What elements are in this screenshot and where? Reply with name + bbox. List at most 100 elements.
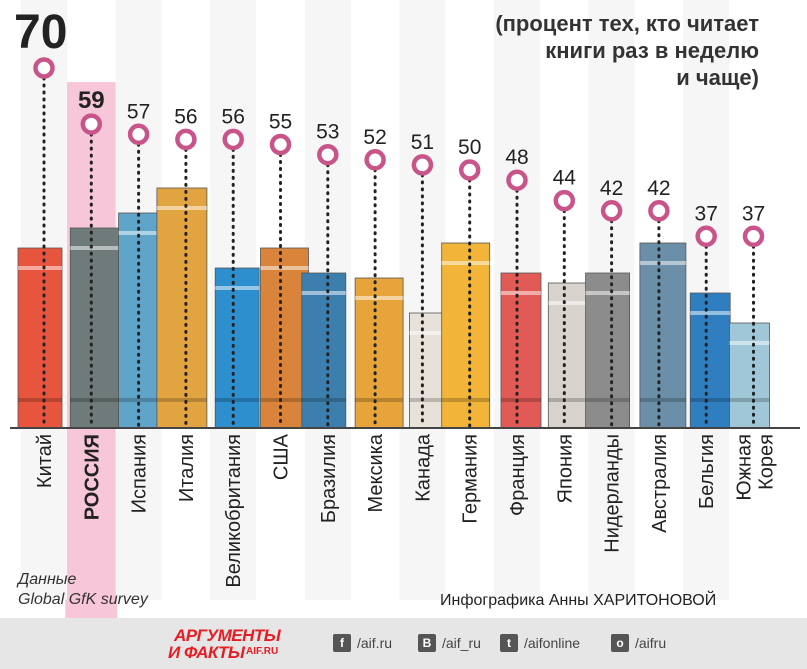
book-band [729,398,770,402]
value-marker [648,200,670,222]
category-label: Канада [412,433,434,502]
value-marker [411,154,434,176]
category-label: Бразилия [318,434,340,523]
value-label: 56 [174,105,197,128]
odnoklassniki-icon: o [611,634,629,652]
category-label: Южная [734,434,756,501]
book-band [260,398,309,402]
value-marker [364,149,386,171]
book-spine [585,272,630,429]
value-marker [33,57,55,79]
category-label: Италия [176,434,198,502]
book-band [548,398,589,402]
logo-site-text: AIF.RU [246,646,279,657]
book-spine [639,242,687,429]
book-band [156,206,207,210]
book-chart: 59 57 56 56 55 53 52 51 50 48 44 42 42 37 37 70 Китай РОС… [10,6,800,618]
value-marker [506,169,528,191]
category-label: Германия [460,434,482,524]
value-label: 50 [458,136,481,159]
category-label: РОССИЯ [81,434,103,520]
book-band [156,398,207,402]
value-label: 56 [222,105,245,128]
book-band [690,311,731,315]
source-line: Global GfK survey [18,591,148,608]
value-label: 42 [600,177,623,200]
value-marker [317,143,339,166]
book-band [70,398,121,402]
value-marker [742,225,765,248]
category-label: Корея [756,434,778,490]
source-note: Данные Global GfK survey [18,570,148,610]
book-band [70,246,121,250]
twitter-icon: t [500,634,518,652]
value-marker [553,189,576,212]
book-spine [156,187,208,429]
book-spine [689,292,731,429]
book-spine [441,242,491,429]
book-band [585,291,630,295]
category-label: Япония [554,434,576,503]
book-band [118,398,167,402]
book-spine [17,247,63,429]
facebook-icon: f [333,634,351,652]
aif-logo[interactable]: АРГУМЕНТЫ И ФАКТЫ AIF.RU [168,626,288,662]
book-spine [547,282,589,429]
book-band [690,398,731,402]
book-band [355,398,404,402]
book-band [18,266,62,270]
book-band [301,291,346,295]
book-spine [729,322,770,429]
book-spine [354,277,404,429]
value-label: 51 [411,131,434,154]
book-band [729,341,770,345]
book-spine [214,267,260,429]
book-band [501,398,541,402]
social-vk[interactable]: B /aif_ru [418,634,481,652]
value-marker [127,123,150,146]
book-band [18,398,62,402]
social-facebook[interactable]: f /aif.ru [333,634,392,652]
note-line: книги раз в неделю [545,38,759,63]
chart-note: (процент тех, кто читает книги раз в нед… [429,10,759,91]
book-spine [408,312,444,429]
book-band [215,286,260,290]
chart-title: 70 [14,6,67,59]
book-band [215,398,260,402]
value-marker [600,200,623,222]
book-band [441,261,490,265]
social-handle: /aif_ru [442,635,481,651]
book-band [585,398,630,402]
credit: Инфографика Анны ХАРИТОНОВОЙ [440,592,717,609]
vk-icon: B [418,634,436,652]
footer: АРГУМЕНТЫ И ФАКТЫ AIF.RU f /aif.ru B /ai… [0,618,807,669]
category-label: Нидерланды [602,434,624,553]
value-marker [269,133,292,156]
book-band [639,261,686,265]
book-band [260,266,309,270]
category-label: Франция [507,434,529,516]
value-marker [175,128,197,151]
book-band [548,301,589,305]
social-odnoklassniki[interactable]: o /aifru [611,634,666,652]
social-handle: /aifonline [524,635,581,651]
category-label: Испания [129,434,151,513]
book-band [441,398,490,402]
value-marker [222,128,244,151]
category-label: Великобритания [223,434,245,588]
social-twitter[interactable]: t /aifonline [500,634,580,652]
social-handle: /aifru [635,635,667,651]
value-label: 55 [269,111,292,134]
category-label: Австралия [649,434,671,533]
book-band [639,398,686,402]
book-band [301,398,346,402]
book-spine [500,272,542,429]
note-line: и чаще) [676,65,759,90]
category-label: Бельгия [696,434,718,509]
book-band [409,398,444,402]
category-label: Мексика [365,433,387,512]
value-label: 53 [316,121,339,144]
book-band [118,231,167,235]
value-label: 44 [553,167,577,190]
